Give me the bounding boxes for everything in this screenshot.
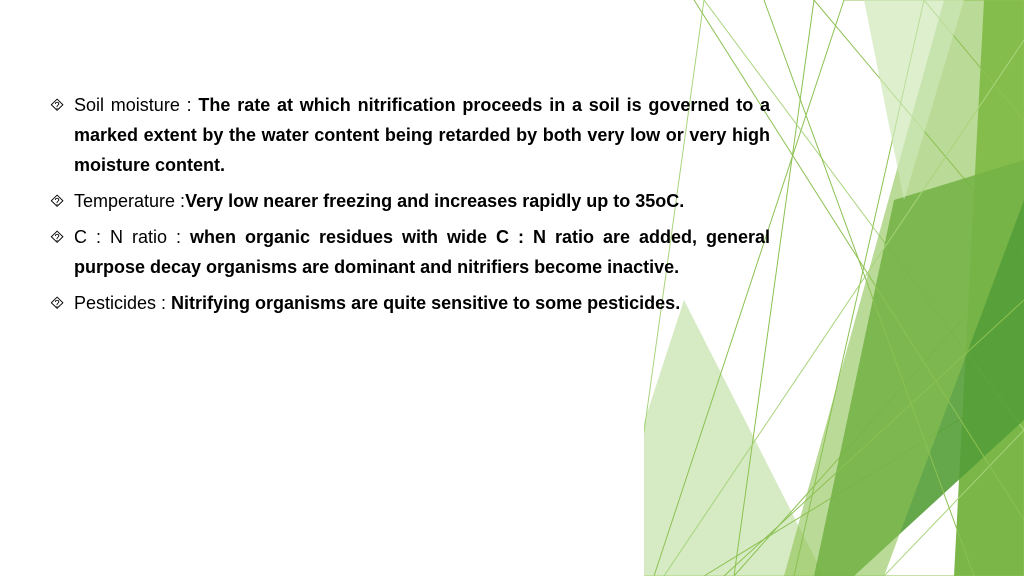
bullet-text: Soil moisture : The rate at which nitrif… (74, 90, 770, 180)
list-item: ⯑ Temperature :Very low nearer freezing … (50, 186, 770, 216)
bullet-list: ⯑ Soil moisture : The rate at which nitr… (50, 90, 770, 324)
bullet-marker: ⯑ (50, 288, 74, 318)
list-item: ⯑ C : N ratio : when organic residues wi… (50, 222, 770, 282)
bullet-marker: ⯑ (50, 186, 74, 216)
bullet-text: Pesticides : Nitrifying organisms are qu… (74, 288, 770, 318)
bullet-body: Very low nearer freezing and increases r… (185, 191, 684, 211)
bullet-label: Temperature : (74, 191, 185, 211)
bullet-text: C : N ratio : when organic residues with… (74, 222, 770, 282)
list-item: ⯑ Pesticides : Nitrifying organisms are … (50, 288, 770, 318)
bullet-label: Soil moisture : (74, 95, 198, 115)
bullet-text: Temperature :Very low nearer freezing an… (74, 186, 770, 216)
bullet-marker: ⯑ (50, 222, 74, 252)
bullet-body: Nitrifying organisms are quite sensitive… (171, 293, 680, 313)
bullet-label: C : N ratio : (74, 227, 190, 247)
bullet-marker: ⯑ (50, 90, 74, 120)
bullet-label: Pesticides : (74, 293, 171, 313)
list-item: ⯑ Soil moisture : The rate at which nitr… (50, 90, 770, 180)
